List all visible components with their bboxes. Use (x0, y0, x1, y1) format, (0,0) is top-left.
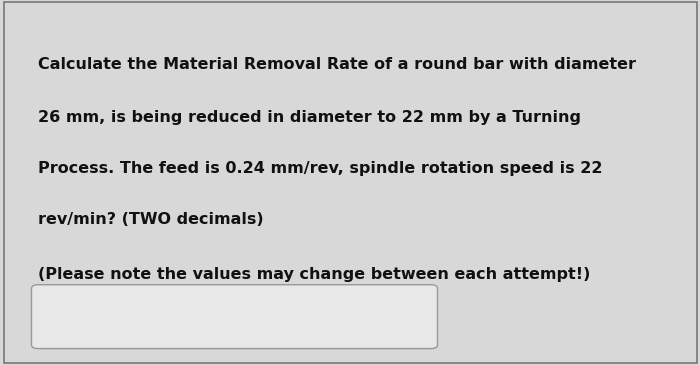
Text: (Please note the values may change between each attempt!): (Please note the values may change betwe… (38, 267, 591, 282)
Text: 26 mm, is being reduced in diameter to 22 mm by a Turning: 26 mm, is being reduced in diameter to 2… (38, 110, 582, 124)
Text: Process. The feed is 0.24 mm/rev, spindle rotation speed is 22: Process. The feed is 0.24 mm/rev, spindl… (38, 161, 603, 176)
Text: rev/min? (TWO decimals): rev/min? (TWO decimals) (38, 212, 264, 227)
FancyBboxPatch shape (32, 285, 438, 349)
Text: Calculate the Material Removal Rate of a round bar with diameter: Calculate the Material Removal Rate of a… (38, 57, 636, 72)
